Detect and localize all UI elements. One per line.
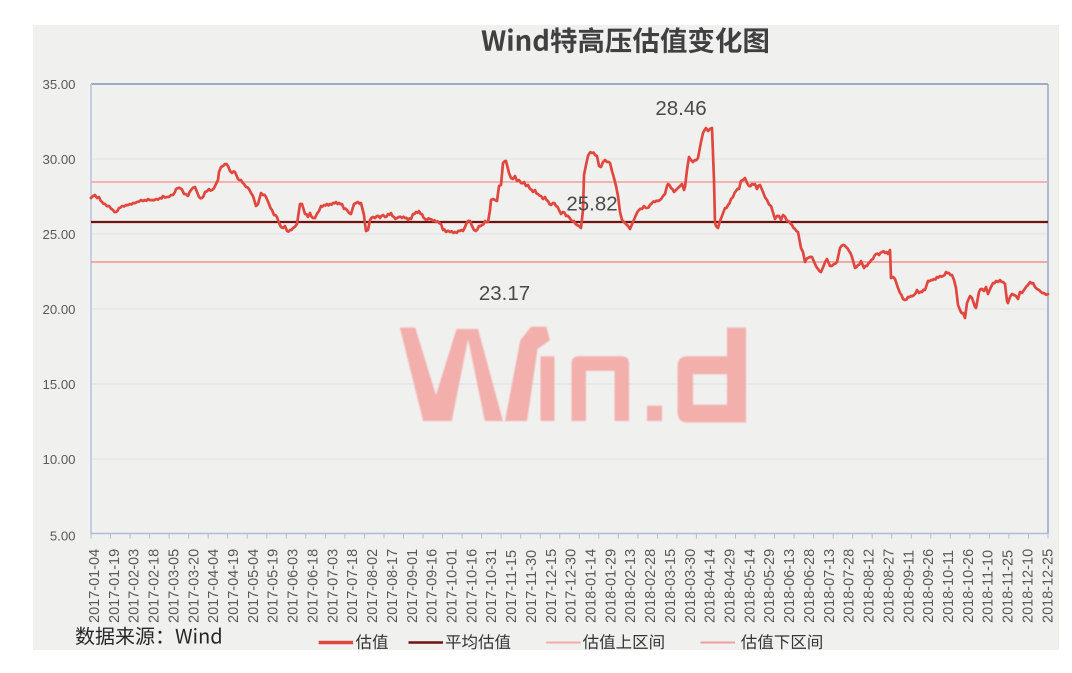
svg-text:2018-12-10: 2018-12-10 [1020,549,1036,623]
svg-text:35.00: 35.00 [42,77,75,92]
svg-text:2018-07-13: 2018-07-13 [822,549,838,623]
svg-text:2017-03-05: 2017-03-05 [166,549,182,623]
svg-text:2018-02-13: 2018-02-13 [623,549,639,623]
svg-text:2018-01-29: 2018-01-29 [603,549,619,623]
svg-text:2017-10-16: 2017-10-16 [464,549,480,623]
svg-text:2018-09-26: 2018-09-26 [921,549,937,623]
svg-text:2017-06-18: 2017-06-18 [306,549,322,623]
svg-text:2017-05-19: 2017-05-19 [266,549,282,623]
svg-text:30.00: 30.00 [42,152,75,167]
svg-text:15.00: 15.00 [42,377,75,392]
svg-text:2017-07-03: 2017-07-03 [325,549,341,623]
svg-text:2017-08-17: 2017-08-17 [385,549,401,623]
svg-text:2017-03-20: 2017-03-20 [186,549,202,623]
svg-text:2018-05-29: 2018-05-29 [762,549,778,623]
svg-text:2017-05-04: 2017-05-04 [246,549,262,623]
svg-text:5.00: 5.00 [50,529,76,544]
svg-text:2017-06-03: 2017-06-03 [286,549,302,623]
svg-text:2018-01-14: 2018-01-14 [584,549,600,623]
svg-text:2018-07-28: 2018-07-28 [842,549,858,623]
svg-text:2017-11-30: 2017-11-30 [524,550,540,623]
svg-text:10.00: 10.00 [42,452,75,467]
svg-text:2017-01-19: 2017-01-19 [107,549,123,623]
svg-text:2017-04-04: 2017-04-04 [206,549,222,623]
svg-text:25.82: 25.82 [566,193,617,216]
svg-text:2018-10-11: 2018-10-11 [941,550,957,623]
svg-text:2018-08-27: 2018-08-27 [881,549,897,623]
svg-text:2018-11-10: 2018-11-10 [981,550,997,623]
svg-text:2018-05-14: 2018-05-14 [742,549,758,623]
svg-text:2017-10-01: 2017-10-01 [445,549,461,623]
svg-text:23.17: 23.17 [479,282,530,305]
svg-text:2017-04-19: 2017-04-19 [226,549,242,623]
svg-text:28.46: 28.46 [655,97,706,120]
svg-text:2018-04-14: 2018-04-14 [703,549,719,623]
svg-text:2018-11-25: 2018-11-25 [1001,550,1017,623]
svg-text:2017-10-31: 2017-10-31 [484,549,500,623]
svg-text:2018-09-11: 2018-09-11 [901,550,917,623]
svg-text:25.00: 25.00 [42,227,75,242]
svg-text:2017-02-18: 2017-02-18 [147,549,163,623]
svg-text:2018-10-26: 2018-10-26 [961,549,977,623]
svg-text:2017-02-03: 2017-02-03 [127,549,143,623]
svg-text:2018-12-25: 2018-12-25 [1040,549,1056,623]
svg-text:2018-03-15: 2018-03-15 [663,549,679,623]
svg-text:2018-03-30: 2018-03-30 [683,549,699,623]
svg-text:2017-08-02: 2017-08-02 [365,549,381,623]
svg-text:20.00: 20.00 [42,302,75,317]
svg-text:2018-06-13: 2018-06-13 [782,549,798,623]
svg-text:2017-01-04: 2017-01-04 [87,549,103,623]
svg-text:2017-09-01: 2017-09-01 [405,549,421,623]
svg-text:2017-07-18: 2017-07-18 [345,549,361,623]
svg-text:2018-02-28: 2018-02-28 [643,549,659,623]
svg-text:2017-11-15: 2017-11-15 [504,550,520,623]
svg-text:2017-12-30: 2017-12-30 [564,549,580,623]
svg-text:2017-09-16: 2017-09-16 [425,549,441,623]
svg-text:2018-08-12: 2018-08-12 [862,549,878,623]
svg-text:2018-06-28: 2018-06-28 [802,549,818,623]
svg-text:2018-04-29: 2018-04-29 [723,549,739,623]
svg-text:2017-12-15: 2017-12-15 [544,549,560,623]
